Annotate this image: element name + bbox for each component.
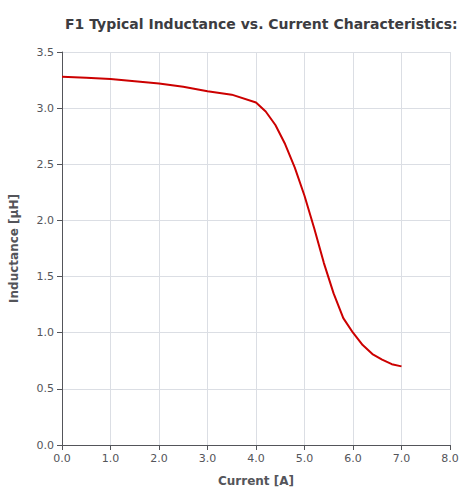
svg-text:2.0: 2.0: [37, 214, 55, 227]
svg-text:8.0: 8.0: [441, 452, 459, 465]
svg-text:7.0: 7.0: [393, 452, 411, 465]
svg-text:Current [A]: Current [A]: [218, 474, 294, 488]
svg-text:0.0: 0.0: [37, 439, 55, 452]
svg-text:6.0: 6.0: [344, 452, 362, 465]
svg-text:0.5: 0.5: [37, 382, 55, 395]
svg-text:2.0: 2.0: [150, 452, 168, 465]
svg-text:5.0: 5.0: [296, 452, 314, 465]
svg-text:3.0: 3.0: [37, 102, 55, 115]
svg-text:3.0: 3.0: [199, 452, 217, 465]
svg-text:Inductance [µH]: Inductance [µH]: [7, 194, 21, 303]
svg-text:1.0: 1.0: [37, 326, 55, 339]
svg-text:0.0: 0.0: [53, 452, 71, 465]
svg-text:2.5: 2.5: [37, 158, 55, 171]
svg-text:F1 Typical Inductance vs. Curr: F1 Typical Inductance vs. Current Charac…: [65, 16, 458, 32]
svg-text:1.5: 1.5: [37, 270, 55, 283]
svg-text:1.0: 1.0: [102, 452, 120, 465]
svg-text:4.0: 4.0: [247, 452, 265, 465]
svg-text:3.5: 3.5: [37, 46, 55, 59]
